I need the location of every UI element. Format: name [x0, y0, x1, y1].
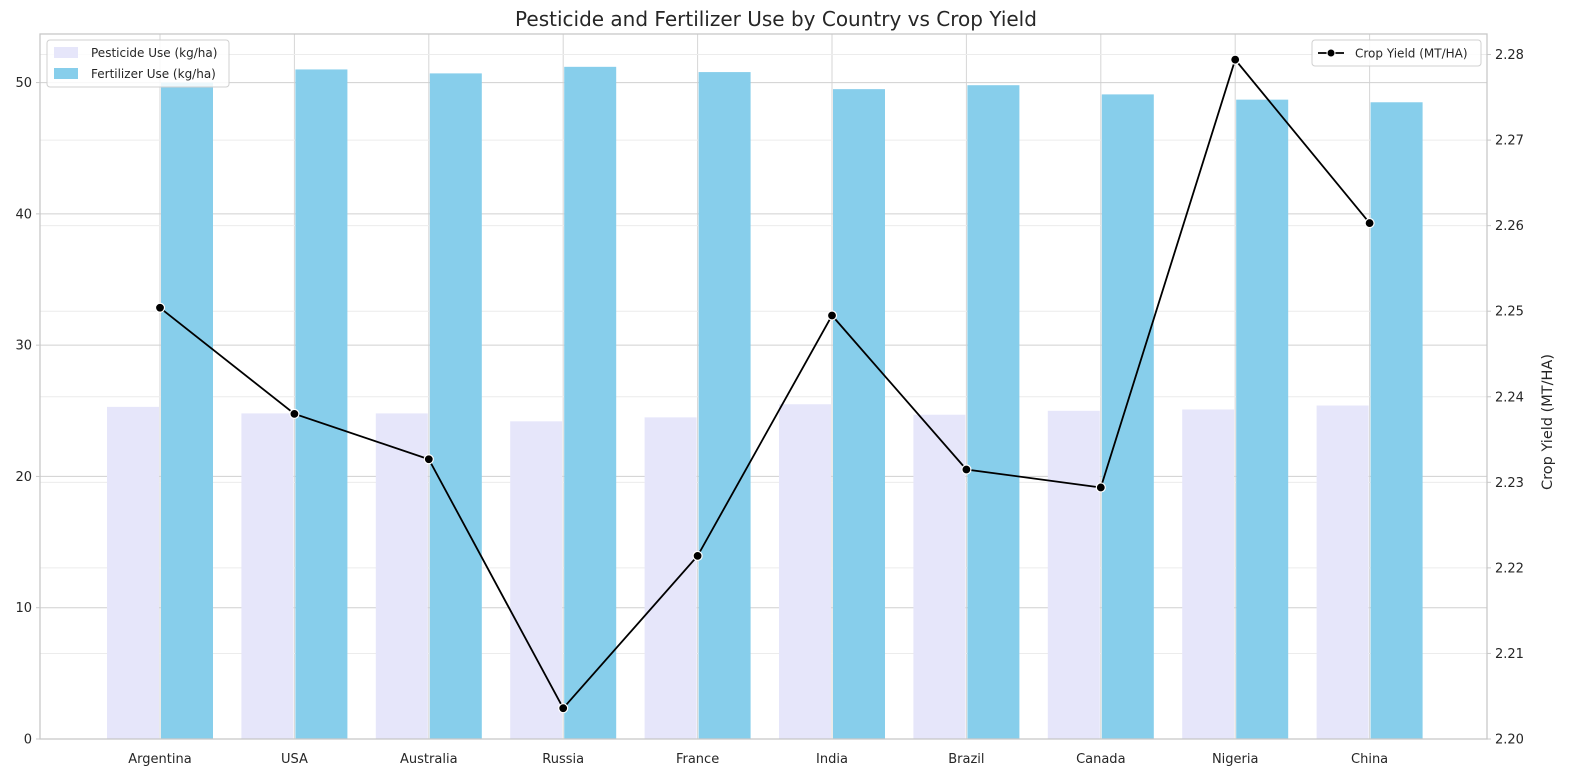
x-tick-label: Australia	[400, 752, 458, 767]
yield-point	[558, 703, 569, 714]
y2-tick-label: 2.26	[1495, 219, 1524, 234]
y2-tick-label: 2.24	[1495, 390, 1524, 405]
fertilizer-bar	[698, 72, 751, 739]
pesticide-bar	[644, 417, 697, 739]
yield-point	[423, 454, 434, 465]
legend-swatch-pesticide	[54, 47, 78, 58]
legend-swatch-fertilizer	[54, 68, 78, 79]
pesticide-bar	[107, 406, 159, 739]
y2-tick-label: 2.28	[1495, 48, 1524, 63]
yield-point	[1095, 482, 1106, 493]
yield-point	[1364, 217, 1375, 229]
fertilizer-bar	[1101, 94, 1154, 740]
pesticide-bar	[375, 413, 428, 739]
yield-line-path	[159, 57, 1371, 710]
y-tick-label: 40	[15, 207, 32, 222]
fertilizer-bar	[429, 73, 482, 739]
yield-point	[961, 464, 972, 475]
legend-left: Pesticide Use (kg/ha) Fertilizer Use (kg/…	[46, 39, 230, 88]
y2-axis-title: Crop Yield (MT/HA)	[1540, 354, 1556, 490]
yield-point	[154, 302, 166, 313]
legend-marker-yield	[1326, 48, 1336, 58]
yield-point	[826, 310, 838, 321]
y-tick-label: 0	[24, 733, 32, 748]
yield-point	[692, 550, 703, 562]
legend-left-box	[46, 39, 230, 88]
x-tick-label: Brazil	[948, 752, 984, 767]
plot-border	[39, 33, 1488, 740]
pesticide-bar	[913, 414, 966, 739]
yield-line	[154, 54, 1375, 714]
legend-label-fertilizer: Fertilizer Use (kg/ha)	[91, 67, 216, 81]
y2-tick-label: 2.23	[1495, 476, 1524, 491]
x-tick-label: Russia	[542, 752, 584, 767]
pesticide-bar	[1182, 409, 1235, 739]
x-tick-label: India	[816, 752, 848, 767]
pesticide-bar	[779, 404, 831, 739]
pesticide-bar	[1047, 410, 1100, 739]
fertilizer-bar	[1370, 102, 1423, 739]
y-tick-label: 50	[15, 76, 32, 91]
y2-tick-label: 2.20	[1495, 733, 1524, 748]
bars	[107, 66, 1423, 740]
y2-tick-label: 2.21	[1495, 647, 1524, 662]
y2-axis-ticks: 2.20 2.21 2.22 2.23 2.24 2.25 2.26 2.27 2.28	[1487, 48, 1524, 748]
x-tick-label: France	[676, 752, 719, 767]
legend-right-box	[1311, 39, 1482, 67]
legend-right: Crop Yield (MT/HA)	[1311, 39, 1482, 67]
x-axis-ticks: Argentina USA Australia Russia France India Br…	[128, 752, 1388, 767]
pesticide-bar	[1316, 405, 1369, 739]
legend-label-yield: Crop Yield (MT/HA)	[1355, 47, 1468, 61]
yield-point	[1230, 54, 1241, 65]
y2-tick-label: 2.22	[1495, 561, 1524, 576]
fertilizer-bar	[564, 66, 617, 739]
y2-tick-label: 2.27	[1495, 134, 1524, 149]
y2-tick-label: 2.25	[1495, 305, 1524, 320]
y-tick-label: 10	[15, 601, 32, 616]
y-axis-ticks: 0 10 20 30 40 50	[15, 76, 40, 748]
fertilizer-bar	[161, 82, 213, 739]
x-tick-label: Nigeria	[1212, 752, 1259, 767]
pesticide-bar	[241, 413, 294, 739]
x-tick-label: China	[1351, 752, 1388, 767]
x-tick-label: Canada	[1076, 752, 1125, 767]
y-tick-label: 20	[15, 470, 32, 485]
pesticide-bar	[510, 421, 563, 739]
y-tick-label: 30	[15, 339, 32, 354]
fertilizer-bar	[967, 85, 1020, 740]
fertilizer-bar	[833, 89, 885, 740]
x-tick-label: USA	[281, 752, 308, 767]
yield-point	[289, 408, 300, 419]
fertilizer-bar	[295, 69, 348, 740]
plot-frame	[39, 33, 1488, 740]
chart-title: Pesticide and Fertilizer Use by Country …	[515, 7, 1037, 31]
fertilizer-bar	[1236, 99, 1289, 739]
x-tick-label: Argentina	[128, 752, 191, 767]
legend-label-pesticide: Pesticide Use (kg/ha)	[91, 46, 217, 60]
